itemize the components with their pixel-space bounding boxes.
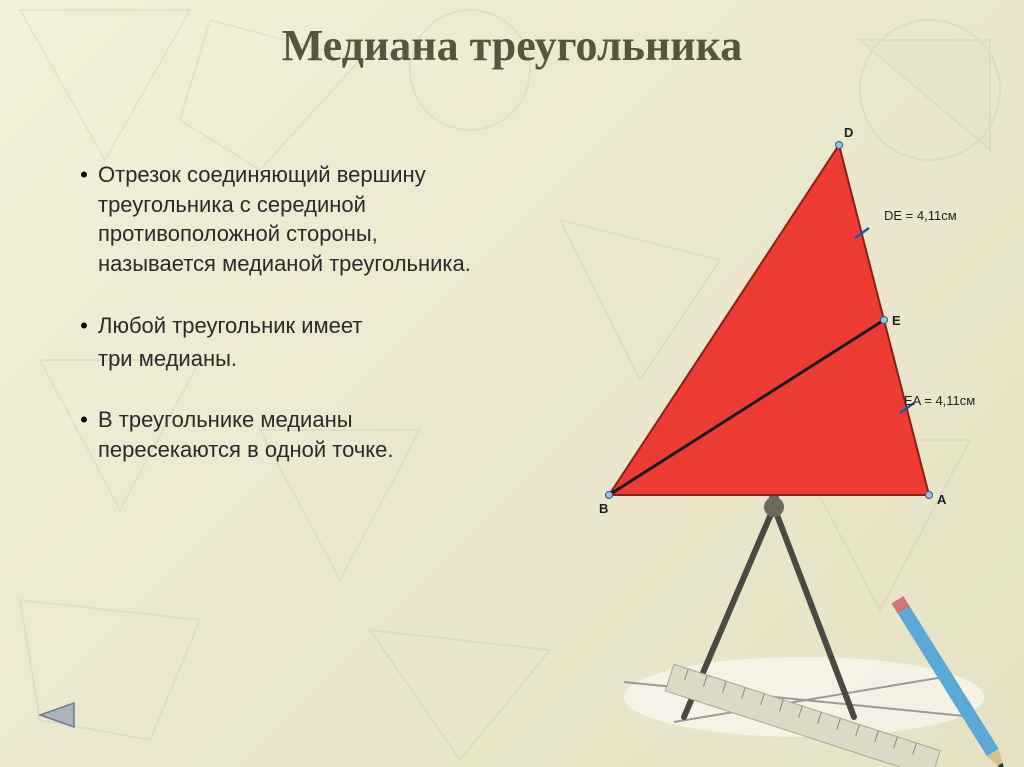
prev-slide-button[interactable] [34, 697, 78, 733]
bullet-text: Любой треугольник имеет [98, 311, 490, 341]
bullet-dot-icon: • [70, 311, 98, 342]
label-B: B [599, 501, 608, 516]
measure-EA: EA = 4,11см [904, 393, 975, 408]
bullet-text: В треугольнике медианы пересекаются в од… [98, 405, 490, 464]
bullet-subtext: три медианы. [98, 344, 490, 374]
measure-DE: DE = 4,11см [884, 208, 957, 223]
bullet-dot-icon: • [70, 160, 98, 191]
slide: Медиана треугольника • Отрезок соединяющ… [0, 0, 1024, 767]
label-A: A [937, 492, 947, 507]
bullet-item: • Любой треугольник имеет [70, 311, 490, 342]
bullet-dot-icon: • [70, 405, 98, 436]
bullet-list: • Отрезок соединяющий вершину треугольни… [70, 160, 490, 473]
bullet-item: • В треугольнике медианы пересекаются в … [70, 405, 490, 464]
bullet-item: • Отрезок соединяющий вершину треугольни… [70, 160, 490, 279]
label-E: E [892, 313, 901, 328]
triangle-figure: D A B E DE = 4,11см EA = 4,11см [559, 125, 989, 545]
bullet-text: Отрезок соединяющий вершину треугольника… [98, 160, 490, 279]
arrow-left-icon [34, 697, 78, 733]
slide-title: Медиана треугольника [0, 20, 1024, 71]
label-D: D [844, 125, 853, 140]
